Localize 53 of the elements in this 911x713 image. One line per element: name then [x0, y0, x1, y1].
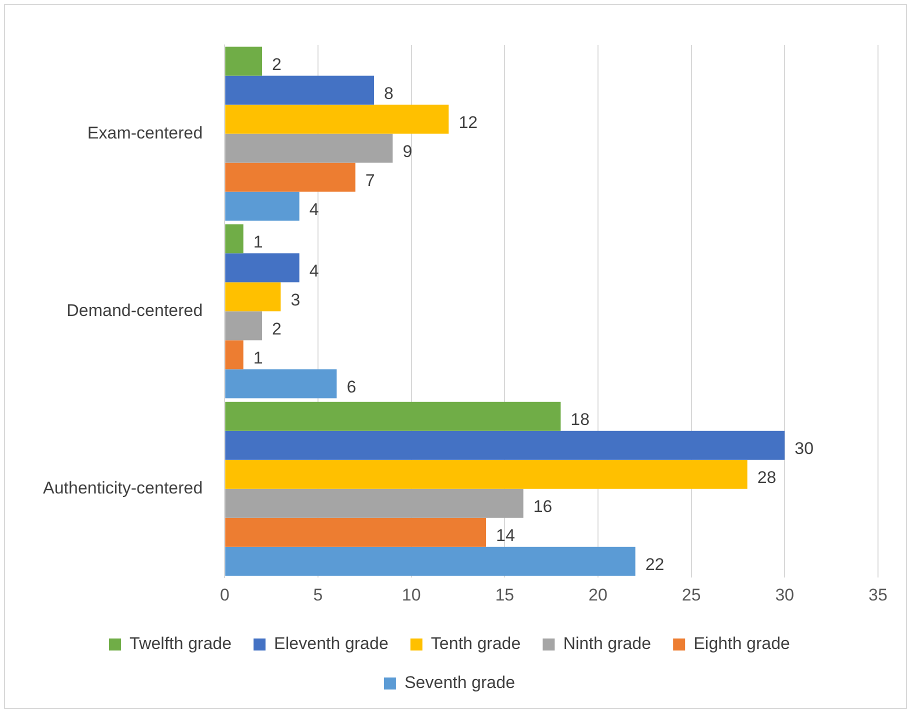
y-tick-label: Exam-centered: [87, 123, 203, 142]
x-tick-label: 35: [868, 585, 888, 604]
bar: [225, 46, 262, 76]
y-tick-label: Demand-centered: [66, 300, 203, 320]
x-tick-label: 25: [682, 585, 701, 604]
data-label: 14: [496, 526, 515, 546]
data-label: 8: [384, 84, 394, 103]
bar: [225, 430, 785, 460]
bar: [225, 518, 486, 547]
x-tick-label: 0: [220, 585, 230, 604]
data-label: 4: [309, 261, 319, 280]
data-label: 1: [253, 348, 263, 368]
data-label: 6: [346, 377, 356, 396]
x-tick-label: 20: [588, 585, 608, 604]
bar: [225, 162, 356, 192]
x-tick-label: 5: [313, 585, 323, 604]
data-label: 7: [365, 170, 375, 190]
x-tick-label: 10: [402, 585, 421, 604]
data-label: 18: [570, 410, 590, 430]
data-label: 12: [458, 112, 478, 132]
bar: [225, 134, 393, 163]
bar: [225, 282, 281, 312]
bar: [225, 546, 636, 576]
bar: [225, 76, 374, 105]
bar: [225, 311, 262, 340]
data-label: 2: [272, 319, 282, 338]
bar: [225, 104, 449, 134]
bar: [225, 253, 300, 282]
data-label: 3: [290, 290, 300, 310]
bar: [225, 402, 561, 431]
data-label: 28: [757, 468, 776, 488]
legend-label: Seventh grade: [404, 673, 516, 692]
data-label: 16: [533, 497, 552, 516]
data-label: 9: [402, 142, 412, 161]
bar: [225, 369, 337, 398]
bar: [225, 224, 244, 254]
bar: [225, 340, 244, 370]
data-label: 2: [272, 54, 282, 74]
legend-label: Eighth grade: [694, 634, 790, 654]
data-label: 30: [794, 439, 814, 458]
legend-label: Twelfth grade: [130, 634, 232, 654]
data-label: 22: [645, 555, 664, 574]
data-label: 1: [253, 232, 263, 252]
bar: [225, 488, 524, 518]
x-tick-label: 30: [775, 585, 794, 604]
y-tick-label: Authenticity-centered: [42, 478, 203, 498]
legend-label: Eleventh grade: [274, 634, 388, 654]
x-tick-label: 15: [495, 585, 514, 604]
bar: [225, 460, 748, 489]
bar: [225, 192, 300, 221]
legend-label: Tenth grade: [430, 634, 521, 654]
legend-label: Ninth grade: [563, 634, 652, 654]
data-label: 4: [309, 200, 319, 219]
